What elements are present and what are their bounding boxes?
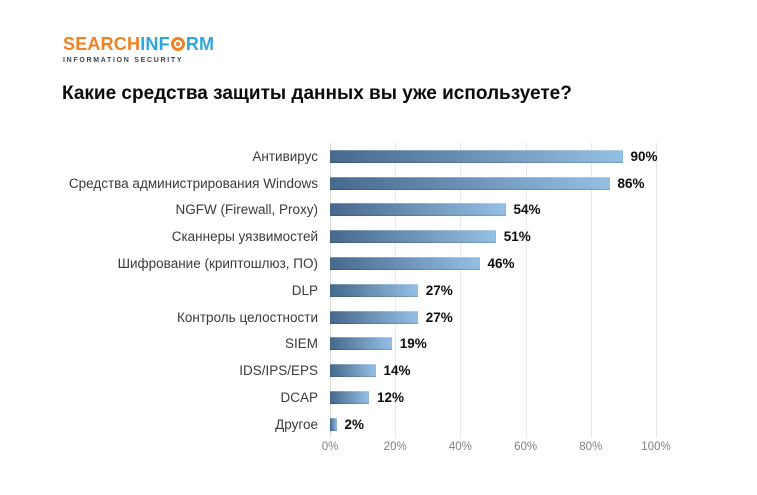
logo-wordmark: SEARCHINF RM — [63, 34, 214, 54]
category-label: Шифрование (криптошлюз, ПО) — [117, 256, 318, 272]
gridline-60 — [525, 143, 527, 438]
chart-row: DCAP 12% — [0, 384, 757, 411]
chart-title: Какие средства защиты данных вы уже испо… — [62, 83, 572, 104]
chart-row: NGFW (Firewall, Proxy) 54% — [0, 197, 757, 224]
chart-row: SIEM 19% — [0, 331, 757, 358]
chart-row: DLP 27% — [0, 277, 757, 304]
logo-tagline: INFORMATION SECURITY — [63, 57, 184, 64]
chart-bar — [330, 417, 337, 431]
logo-o-dot — [175, 42, 180, 46]
category-label: SIEM — [284, 336, 318, 352]
chart-bar — [330, 310, 418, 324]
category-label: Контроль целостности — [177, 309, 318, 325]
category-label: DLP — [291, 282, 318, 298]
bar-track: 19% — [330, 336, 730, 351]
bar-track: 14% — [330, 363, 730, 378]
value-label: 90% — [630, 148, 658, 164]
logo-inf-text: INF — [140, 34, 170, 54]
x-tick-label: 0% — [321, 441, 339, 453]
searchinform-logo: SEARCHINF RM INFORMATION SECURITY — [63, 34, 214, 64]
chart-bar — [330, 391, 369, 405]
chart-row: Сканнеры уязвимостей 51% — [0, 223, 757, 250]
value-label: 51% — [503, 229, 531, 245]
category-label: Другое — [275, 416, 318, 432]
chart-bar — [330, 283, 418, 297]
category-label: DCAP — [280, 390, 318, 406]
value-label: 46% — [487, 256, 515, 272]
x-axis: 0% 20% 40% 60% 80% 100% — [322, 441, 671, 457]
value-label: 54% — [513, 202, 541, 218]
x-tick-label: 100% — [641, 441, 671, 453]
chart-row: Средства администрирования Windows 86% — [0, 170, 757, 197]
category-label: Сканнеры уязвимостей — [171, 229, 318, 245]
chart-row: Антивирус 90% — [0, 143, 757, 170]
value-label: 86% — [617, 175, 645, 191]
category-label: IDS/IPS/EPS — [239, 363, 318, 379]
logo-o-icon — [170, 37, 185, 51]
chart-row: IDS/IPS/EPS 14% — [0, 357, 757, 384]
bar-track: 27% — [330, 310, 730, 325]
bar-track: 86% — [330, 176, 730, 191]
category-label: Средства администрирования Windows — [68, 175, 318, 191]
gridline-100 — [656, 143, 657, 438]
x-tick-label: 60% — [514, 441, 538, 453]
logo-rm-text: RM — [185, 34, 215, 54]
chart-row: Шифрование (криптошлюз, ПО) 46% — [0, 250, 757, 277]
category-label: NGFW (Firewall, Proxy) — [175, 202, 319, 218]
chart-rows: Антивирус 90% Средства администрирования… — [0, 143, 757, 438]
chart-bar — [330, 176, 610, 190]
bar-track: 27% — [330, 283, 730, 298]
chart-row: Контроль целостности 27% — [0, 304, 757, 331]
chart-bar — [330, 149, 623, 163]
category-label: Антивирус — [252, 148, 318, 164]
gridline-80 — [590, 143, 592, 438]
chart-bar — [330, 337, 392, 351]
value-label: 12% — [377, 390, 405, 406]
value-label: 27% — [425, 282, 453, 298]
bar-track: 2% — [330, 417, 730, 432]
bar-track: 90% — [330, 149, 730, 164]
bar-track: 54% — [330, 202, 730, 217]
bar-chart: Антивирус 90% Средства администрирования… — [0, 143, 757, 473]
value-label: 14% — [383, 363, 411, 379]
bar-track: 46% — [330, 256, 730, 271]
gridline-40 — [460, 143, 462, 438]
chart-bar — [330, 364, 376, 378]
chart-bar — [330, 203, 506, 217]
value-label: 27% — [425, 309, 453, 325]
chart-row: Другое 2% — [0, 411, 757, 438]
value-label: 2% — [344, 416, 365, 432]
x-tick-label: 20% — [383, 441, 407, 453]
x-tick-label: 80% — [579, 441, 603, 453]
x-tick-label: 40% — [448, 441, 472, 453]
logo-search-text: SEARCH — [63, 34, 141, 54]
chart-bar — [330, 257, 480, 271]
bar-track: 51% — [330, 229, 730, 244]
value-label: 19% — [399, 336, 427, 352]
bar-track: 12% — [330, 390, 730, 405]
chart-bar — [330, 230, 496, 244]
